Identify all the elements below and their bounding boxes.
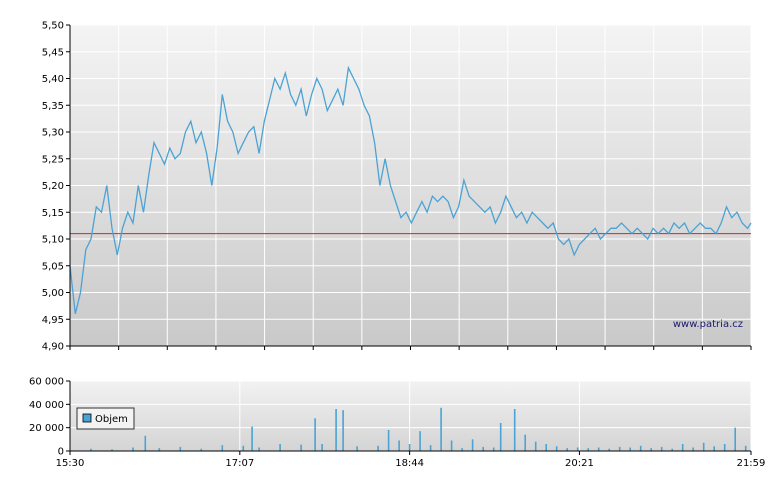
volume-bar — [111, 449, 113, 452]
price-y-tick-label: 5,10 — [42, 235, 64, 246]
x-tick-label: 17:07 — [225, 458, 254, 469]
volume-bar — [221, 445, 224, 451]
volume-bar — [200, 448, 203, 451]
volume-bar — [440, 407, 442, 451]
volume-bar — [723, 444, 726, 451]
volume-bar — [300, 444, 302, 451]
volume-bar — [251, 426, 253, 451]
price-y-tick-label: 4,95 — [42, 315, 64, 326]
x-tick-label: 20:21 — [565, 458, 594, 469]
price-y-tick-label: 5,30 — [42, 128, 64, 139]
volume-bar — [398, 440, 400, 451]
legend-label: Objem — [95, 414, 128, 425]
price-panel: 4,90 4,95 5,00 5,05 5,10 5,15 5,20 5,25 5,30 5,35… — [42, 21, 752, 353]
volume-bar — [513, 409, 516, 451]
price-y-tick-label: 5,40 — [42, 74, 64, 85]
volume-bar — [555, 446, 558, 451]
x-tick-label: 18:44 — [395, 458, 424, 469]
volume-bar — [482, 446, 484, 451]
volume-bar — [608, 448, 610, 451]
volume-bar — [356, 446, 358, 451]
volume-bar — [335, 409, 337, 451]
price-y-tick-label: 4,90 — [42, 342, 64, 353]
price-grid — [70, 24, 752, 347]
volume-bar — [692, 447, 694, 451]
price-y-axis: 4,90 4,95 5,00 5,05 5,10 5,15 5,20 5,25 5,30 5,35… — [42, 21, 70, 353]
volume-bar — [524, 434, 526, 451]
volume-bar — [660, 446, 663, 451]
volume-bar — [702, 442, 705, 451]
volume-bar — [387, 430, 390, 451]
volume-bar — [321, 444, 323, 451]
volume-bar — [681, 444, 684, 451]
volume-bar — [713, 446, 715, 451]
volume-bar — [132, 447, 134, 451]
volume-bar — [492, 447, 495, 451]
volume-bar — [377, 445, 379, 452]
volume-bar — [545, 444, 547, 451]
volume-bar — [587, 448, 589, 451]
volume-bar — [639, 445, 642, 452]
volume-bar — [471, 439, 474, 451]
volume-bar — [408, 444, 411, 451]
volume-bar — [450, 440, 453, 451]
price-y-tick-label: 5,25 — [42, 154, 64, 165]
volume-bar — [744, 445, 747, 452]
price-y-tick-label: 5,00 — [42, 288, 64, 299]
legend-box — [76, 407, 135, 430]
volume-y-tick-label: 20 000 — [29, 423, 64, 434]
volume-bar — [258, 447, 260, 451]
volume-bar — [314, 418, 316, 451]
volume-bar — [534, 441, 537, 451]
price-series — [69, 65, 752, 315]
watermark: www.patria.cz — [673, 319, 743, 330]
price-y-tick-label: 5,50 — [42, 21, 64, 32]
price-y-tick-label: 5,20 — [42, 181, 64, 192]
volume-y-tick-label: 40 000 — [29, 400, 64, 411]
price-y-tick-label: 5,05 — [42, 261, 64, 272]
price-line — [69, 65, 752, 315]
volume-bar — [671, 448, 673, 451]
price-y-tick-label: 5,45 — [42, 47, 64, 58]
volume-grid — [69, 380, 752, 452]
volume-bar — [734, 427, 736, 451]
volume-bar — [158, 448, 161, 451]
volume-x-axis: 15:30 17:07 18:44 20:21 21:59 — [56, 451, 766, 469]
volume-bar — [342, 410, 344, 451]
legend-swatch — [82, 413, 92, 423]
volume-bar — [144, 435, 147, 451]
volume-bar — [179, 446, 182, 451]
x-tick-label: 15:30 — [56, 458, 85, 469]
volume-bar — [242, 445, 245, 452]
price-x-axis — [69, 346, 752, 350]
price-y-tick-label: 5,35 — [42, 101, 64, 112]
volume-bar — [618, 446, 621, 451]
volume-bar — [90, 448, 92, 451]
volume-bar — [597, 447, 600, 451]
volume-bar — [429, 445, 432, 451]
volume-bar — [576, 447, 579, 451]
volume-y-axis: 0 20 000 40 000 60 000 — [29, 377, 70, 458]
volume-bar — [419, 431, 421, 451]
legend: Objem — [76, 407, 135, 430]
volume-plot-area — [70, 381, 751, 451]
volume-panel: 0 20 000 40 000 60 000 15:30 17:07 18:44 20:21… — [29, 377, 765, 470]
volume-bar — [566, 448, 568, 451]
price-y-tick-label: 5,15 — [42, 208, 64, 219]
volume-bar — [499, 423, 502, 451]
volume-bar — [279, 444, 281, 451]
volume-y-tick-label: 60 000 — [29, 377, 64, 388]
volume-y-tick-label: 0 — [58, 447, 64, 458]
volume-bars — [90, 407, 747, 452]
x-tick-label: 21:59 — [737, 458, 766, 469]
volume-bar — [629, 447, 631, 451]
volume-bar — [461, 448, 463, 451]
volume-bar — [650, 448, 652, 451]
